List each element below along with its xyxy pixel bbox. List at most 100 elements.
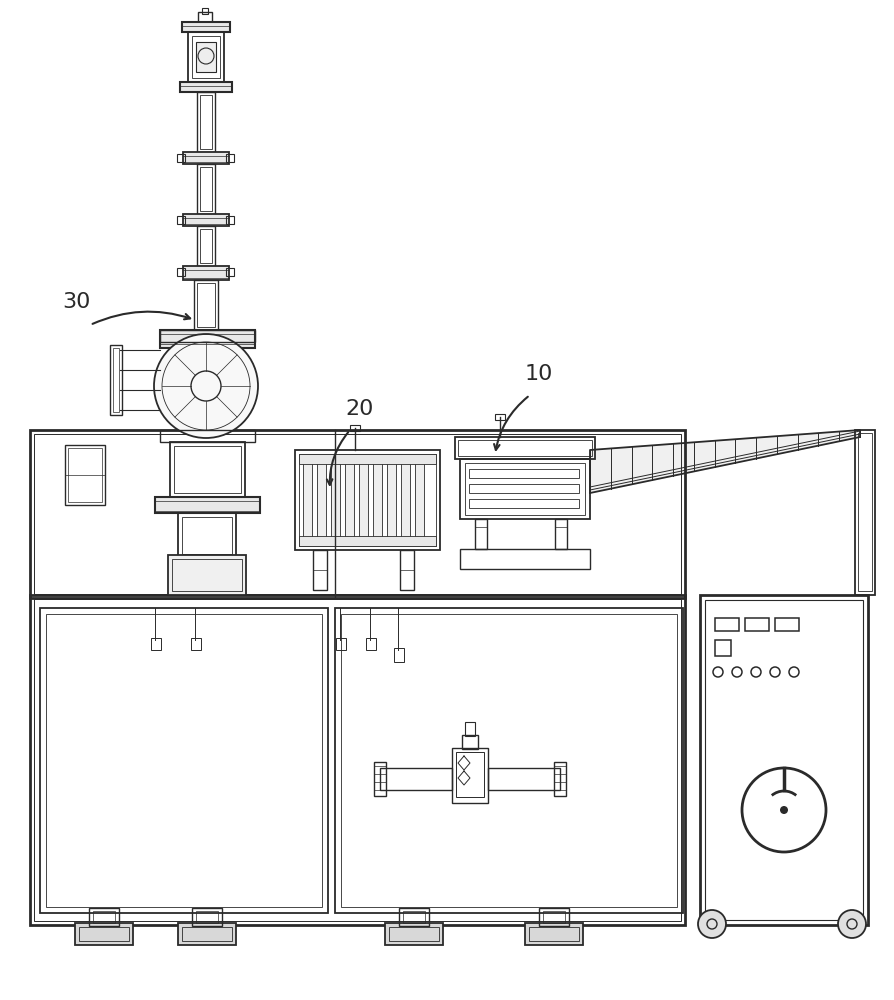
Bar	[113, 348, 119, 412]
Bar	[462, 735, 478, 749]
Bar	[200, 229, 212, 263]
Bar	[700, 595, 868, 925]
Bar	[197, 92, 215, 152]
Bar	[345, 460, 354, 538]
Bar	[341, 614, 677, 907]
Bar	[858, 433, 872, 591]
Text: 10: 10	[525, 364, 553, 384]
Bar	[46, 614, 322, 907]
Bar	[160, 330, 255, 348]
Bar	[452, 748, 488, 803]
Bar	[197, 164, 215, 214]
Bar	[40, 608, 328, 913]
Bar	[488, 768, 560, 790]
Bar	[380, 768, 452, 790]
Bar	[194, 280, 218, 330]
Bar	[359, 460, 368, 538]
Circle shape	[838, 910, 866, 938]
Bar	[183, 214, 229, 226]
Bar	[295, 450, 440, 550]
Bar	[331, 460, 340, 538]
Bar	[705, 600, 863, 920]
Bar	[299, 536, 436, 546]
Bar	[226, 216, 234, 224]
Bar	[529, 927, 579, 941]
Bar	[30, 430, 685, 598]
Bar	[174, 446, 241, 493]
Bar	[75, 923, 133, 945]
Bar	[68, 448, 102, 502]
Bar	[79, 927, 129, 941]
Bar	[155, 497, 260, 513]
Bar	[30, 595, 685, 925]
Bar	[178, 513, 236, 558]
Bar	[715, 618, 739, 631]
Bar	[394, 648, 404, 662]
Bar	[89, 908, 119, 926]
Bar	[198, 12, 212, 22]
Bar	[182, 927, 232, 941]
Bar	[399, 908, 429, 926]
Bar	[202, 8, 208, 14]
Bar	[366, 638, 376, 650]
Bar	[469, 484, 579, 493]
Bar	[389, 927, 439, 941]
Bar	[65, 445, 105, 505]
Bar	[775, 618, 799, 631]
Bar	[196, 42, 216, 72]
Bar	[191, 638, 201, 650]
Bar	[456, 752, 484, 797]
Circle shape	[780, 806, 788, 814]
Bar	[160, 330, 255, 342]
Bar	[373, 460, 382, 538]
Bar	[495, 414, 505, 420]
Bar	[182, 517, 232, 554]
Bar	[458, 440, 592, 456]
Bar	[539, 908, 569, 926]
Bar	[178, 923, 236, 945]
Bar	[403, 911, 425, 923]
Bar	[455, 437, 595, 459]
Bar	[200, 95, 212, 149]
Bar	[465, 722, 475, 736]
Bar	[554, 762, 566, 796]
Bar	[350, 425, 360, 431]
Bar	[160, 430, 255, 442]
Bar	[151, 638, 161, 650]
Bar	[197, 283, 215, 327]
Bar	[197, 226, 215, 266]
Bar	[385, 923, 443, 945]
Bar	[555, 519, 567, 549]
Bar	[192, 908, 222, 926]
Bar	[183, 266, 229, 280]
Bar	[196, 911, 218, 923]
Bar	[200, 167, 212, 211]
Bar	[475, 519, 487, 549]
Bar	[387, 460, 396, 538]
Bar	[177, 216, 185, 224]
Polygon shape	[590, 430, 860, 493]
Bar	[745, 618, 769, 631]
Bar	[226, 154, 234, 162]
Bar	[93, 911, 115, 923]
Bar	[183, 152, 229, 164]
Bar	[168, 555, 246, 595]
Bar	[543, 911, 565, 923]
Bar	[313, 550, 327, 590]
Bar	[779, 790, 789, 795]
Bar	[110, 345, 122, 415]
Bar	[317, 460, 326, 538]
Bar	[469, 499, 579, 508]
Bar	[469, 469, 579, 478]
Bar	[374, 762, 386, 796]
Bar	[299, 454, 436, 546]
Text: 30: 30	[62, 292, 90, 312]
Bar	[715, 640, 731, 656]
Bar	[400, 550, 414, 590]
Bar	[177, 154, 185, 162]
Bar	[303, 460, 312, 538]
Bar	[177, 268, 185, 276]
Bar	[401, 460, 410, 538]
Bar	[855, 430, 875, 595]
Bar	[226, 268, 234, 276]
